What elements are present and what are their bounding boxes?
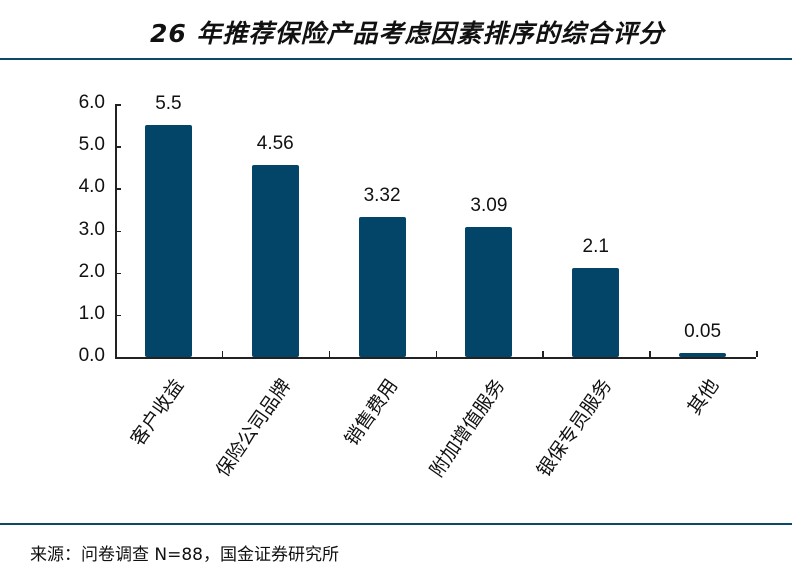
y-tick-label: 2.0 (78, 260, 105, 282)
category-label: 保险公司品牌 (212, 375, 296, 482)
y-tick (115, 188, 121, 190)
x-tick (221, 351, 224, 357)
data-label: 3.32 (363, 185, 401, 206)
source-note: 来源：问卷调查 N=88，国金证券研究所 (30, 545, 339, 565)
y-tick (115, 357, 121, 359)
top-divider (0, 58, 792, 60)
y-tick (115, 104, 121, 106)
y-tick-label: 1.0 (78, 302, 105, 324)
bar (572, 268, 620, 357)
data-label: 2.1 (582, 236, 609, 258)
category-label: 附加增值服务 (425, 375, 510, 482)
bar (144, 125, 192, 357)
y-tick-label: 6.0 (78, 92, 105, 113)
bar (465, 226, 513, 357)
bar (251, 164, 299, 357)
x-tick (328, 351, 331, 357)
x-tick (542, 351, 544, 357)
category-label: 销售费用 (340, 375, 403, 450)
y-tick-label: 3.0 (78, 218, 105, 240)
x-tick (756, 351, 758, 357)
y-tick (115, 230, 121, 232)
data-label: 0.05 (684, 321, 722, 342)
bar (358, 217, 406, 357)
x-tick (649, 351, 651, 357)
category-label: 客户收益 (127, 375, 189, 450)
bar-chart: 0.0 1.0 2.0 3.0 4.0 5.0 6.0 5.5 客户收益 4.56 保险公司品牌 3.… (78, 92, 758, 482)
y-tick (115, 272, 121, 275)
y-tick-label: 0.0 (78, 345, 105, 366)
x-axis (115, 357, 756, 359)
data-label: 5.5 (155, 93, 182, 115)
x-tick (435, 351, 437, 357)
x-tick (115, 351, 117, 357)
y-tick (115, 146, 121, 148)
y-tick-label: 4.0 (78, 176, 105, 198)
bar (679, 353, 727, 357)
data-label: 3.09 (470, 194, 508, 216)
chart-title: 26 年推荐保险产品考虑因素排序的综合评分 (150, 19, 665, 48)
y-tick (115, 314, 121, 317)
bottom-divider (0, 523, 792, 525)
category-label: 银保专员服务 (532, 375, 617, 482)
data-label: 4.56 (256, 132, 294, 154)
y-tick-label: 5.0 (78, 134, 105, 156)
category-label: 其他 (683, 375, 723, 419)
